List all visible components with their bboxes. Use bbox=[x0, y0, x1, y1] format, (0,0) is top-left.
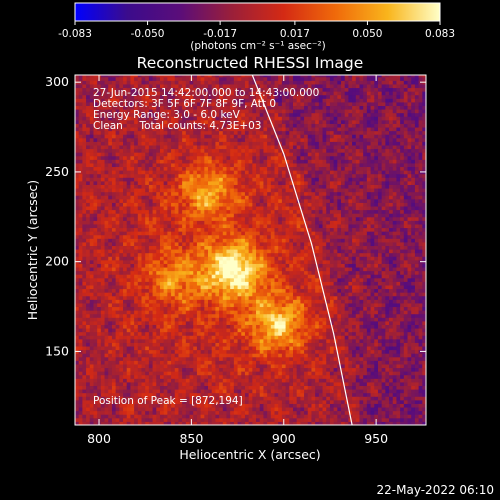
y-tick-label: 300 bbox=[45, 74, 69, 89]
colorbar-tick-label: 0.017 bbox=[280, 28, 310, 40]
annotation-energy: Energy Range: 3.0 - 6.0 keV bbox=[93, 109, 240, 121]
annotation-time: 27-Jun-2015 14:42:00.000 to 14:43:00.000 bbox=[93, 87, 320, 99]
colorbar-tick-label: 0.083 bbox=[425, 28, 455, 40]
x-tick-label: 850 bbox=[179, 431, 203, 446]
colorbar-tick-label: 0.050 bbox=[352, 28, 382, 40]
colorbar-tick-label: -0.017 bbox=[203, 28, 237, 40]
axes: 800 850 900 950 150 200 250 300 bbox=[45, 74, 426, 446]
heatmap-cells bbox=[75, 75, 426, 425]
colorbar-unit-label: (photons cm⁻² s⁻¹ asec⁻²) bbox=[190, 40, 325, 52]
y-tick-label: 200 bbox=[45, 254, 69, 269]
x-tick-label: 900 bbox=[272, 431, 296, 446]
heatmap-area bbox=[75, 75, 426, 425]
x-tick-label: 950 bbox=[364, 431, 388, 446]
plot-frame bbox=[74, 74, 427, 426]
annotation-peak-position: Position of Peak = [872,194] bbox=[93, 395, 243, 407]
annotation-clean: Clean Total counts: 4.73E+03 bbox=[93, 120, 262, 132]
y-tick-label: 250 bbox=[45, 164, 69, 179]
x-tick-label: 800 bbox=[87, 431, 111, 446]
solar-limb-curve bbox=[251, 75, 353, 425]
colorbar bbox=[74, 2, 441, 22]
timestamp: 22-May-2022 06:10 bbox=[376, 483, 494, 497]
colorbar-tick-label: -0.083 bbox=[58, 28, 92, 40]
y-axis-label: Heliocentric Y (arcsec) bbox=[25, 180, 40, 320]
colorbar-tick-label: -0.050 bbox=[131, 28, 165, 40]
colorbar-ticks: -0.083 -0.050 -0.017 0.017 0.050 0.083 bbox=[58, 21, 455, 40]
y-tick-label: 150 bbox=[45, 343, 69, 358]
chart-title: Reconstructed RHESSI Image bbox=[137, 54, 364, 72]
annotation-detectors: Detectors: 3F 5F 6F 7F 8F 9F, Att 0 bbox=[93, 98, 277, 110]
x-axis-label: Heliocentric X (arcsec) bbox=[179, 447, 320, 462]
